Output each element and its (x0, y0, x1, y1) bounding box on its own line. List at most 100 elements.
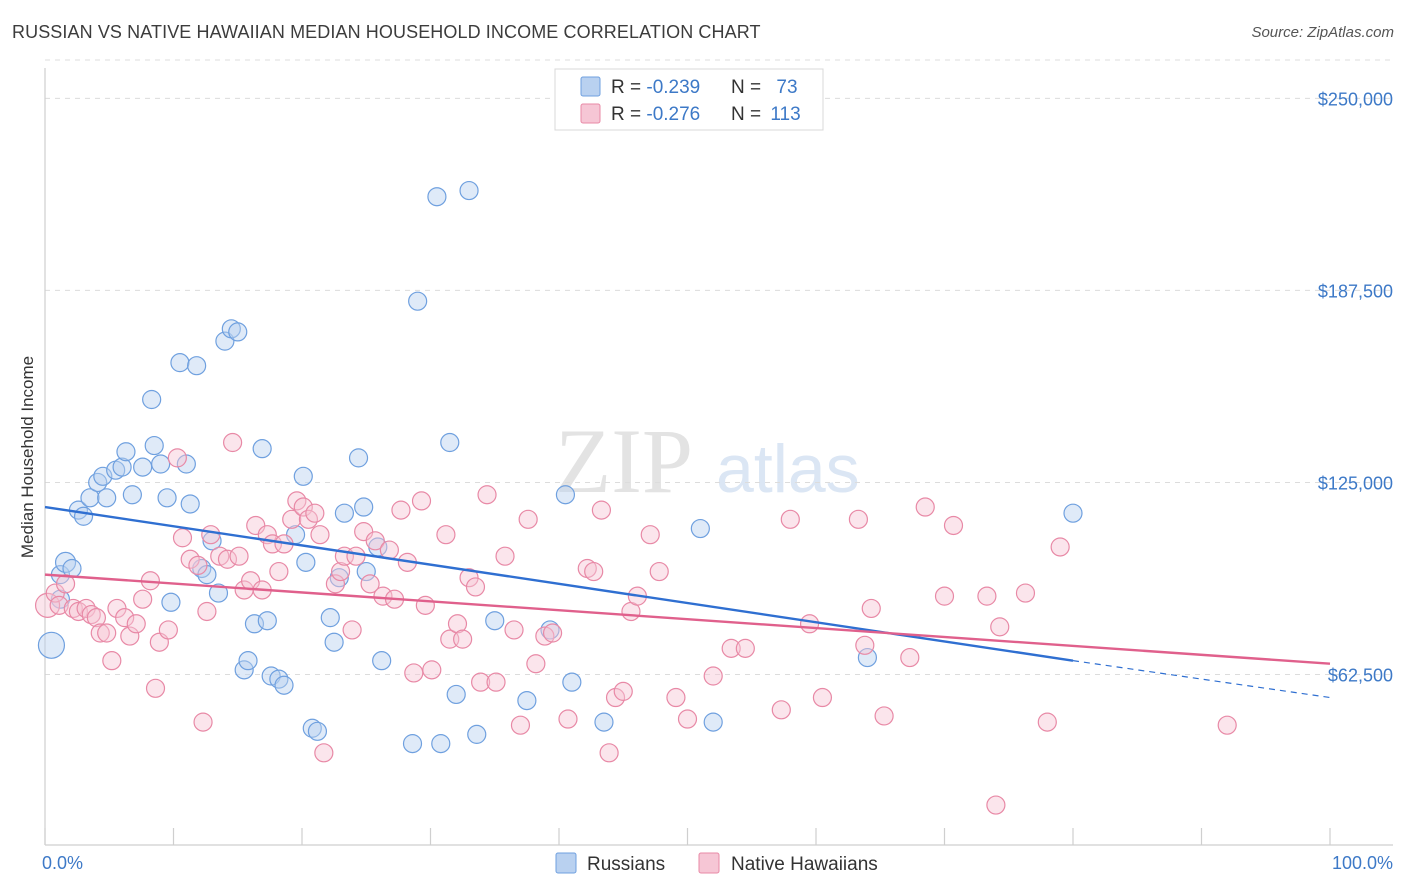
hawaiians-point-110 (1037, 712, 1057, 732)
russians-point-36 (257, 611, 277, 631)
russians-point-39 (274, 675, 294, 695)
hawaiians-point-60 (404, 663, 424, 683)
hawaiians-point-21 (167, 448, 187, 468)
russians-point-70 (857, 647, 878, 668)
hawaiians-point-89 (640, 525, 660, 545)
hawaiians-point-55 (373, 586, 393, 606)
russians-point-8 (88, 472, 108, 493)
legend-r-hawaiians: -0.276 (646, 104, 700, 125)
hawaiians-point-104 (915, 497, 935, 517)
hawaiians-point-94 (721, 638, 741, 658)
russians-point-54 (408, 291, 428, 311)
svg-text:R = -0.239: R = -0.239 (611, 77, 700, 98)
hawaiians-point-111 (1050, 537, 1070, 557)
hawaiians-point-63 (422, 660, 442, 680)
russians-point-23 (180, 494, 200, 514)
hawaiians-point-27 (201, 525, 221, 545)
russians-point-56 (402, 734, 423, 754)
hawaiians-point-58 (391, 500, 411, 520)
bottom-legend-swatch-hawaiians (698, 852, 720, 874)
russians-point-61 (467, 724, 487, 744)
legend-swatch-hawaiians (580, 103, 601, 124)
hawaiians-point-18 (145, 678, 166, 698)
y-tick-label-3: $250,000 (1318, 89, 1393, 109)
hawaiians-point-114 (780, 509, 800, 529)
legend-r-russians: -0.239 (646, 77, 700, 98)
russians-point-45 (320, 608, 340, 628)
hawaiians-point-92 (677, 709, 698, 729)
russians-point-13 (116, 442, 136, 462)
russians-point-28 (208, 583, 229, 603)
russians-point-0 (37, 631, 66, 659)
russians-point-43 (302, 718, 322, 738)
russians-point-35 (252, 439, 272, 459)
russians-point-6 (73, 506, 94, 526)
hawaiians-point-85 (605, 687, 626, 708)
y-axis-title: Median Household Income (18, 356, 37, 558)
hawaiians-point-31 (229, 546, 249, 566)
hawaiians-point-77 (526, 654, 546, 674)
russians-point-12 (112, 457, 132, 477)
hawaiians-point-70 (471, 672, 491, 692)
russians-point-41 (293, 466, 313, 486)
russians-point-18 (151, 454, 171, 474)
hawaiians-point-99 (848, 509, 869, 529)
russians-point-68 (690, 518, 710, 539)
hawaiians-point-67 (453, 629, 473, 649)
hawaiians-point-20 (158, 620, 178, 640)
hawaiians-point-78 (535, 626, 555, 646)
hawaiians-point-64 (436, 525, 456, 545)
hawaiians-point-90 (649, 561, 669, 582)
hawaiians-point-66 (447, 614, 468, 634)
hawaiians-point-2 (49, 595, 69, 615)
hawaiians-point-26 (197, 601, 217, 622)
svg-text:R = -0.276: R = -0.276 (611, 104, 700, 125)
chart-source: Source: ZipAtlas.com (1251, 24, 1394, 41)
russians-point-44 (307, 721, 328, 741)
hawaiians-point-50 (342, 620, 362, 640)
hawaiians-point-83 (591, 500, 612, 520)
bottom-legend-swatch-russians (555, 852, 577, 874)
hawaiians-point-61 (411, 491, 432, 511)
russians-point-63 (517, 690, 537, 711)
hawaiians-point-7 (81, 604, 101, 625)
hawaiians-trend-line (44, 573, 1331, 665)
hawaiians-point-103 (900, 647, 920, 668)
russians-point-57 (431, 734, 451, 754)
hawaiians-point-10 (97, 623, 117, 643)
hawaiians-point-84 (599, 743, 619, 763)
hawaiians-point-69 (465, 577, 486, 597)
zipatlas-watermark: ZIP atlas (555, 410, 860, 512)
hawaiians-point-79 (542, 623, 563, 643)
russians-point-58 (440, 432, 460, 453)
hawaiians-point-100 (855, 635, 875, 655)
russians-point-19 (157, 488, 177, 508)
hawaiians-point-23 (180, 549, 200, 569)
hawaiians-point-93 (703, 666, 723, 686)
hawaiians-point-113 (986, 795, 1006, 815)
russians-point-51 (356, 561, 376, 582)
russians-point-42 (296, 552, 316, 572)
russians-point-7 (80, 488, 100, 508)
hawaiians-point-54 (365, 531, 385, 551)
russians-point-17 (144, 435, 164, 456)
hawaiians-point-24 (188, 555, 208, 576)
hawaiians-point-16 (133, 589, 153, 609)
stats-legend: R = -0.239 N = 73 R = -0.276 N = 113 (554, 68, 824, 131)
hawaiians-point-112 (1217, 715, 1237, 735)
russians-point-65 (555, 485, 576, 505)
hawaiians-point-95 (735, 638, 755, 658)
hawaiians-point-29 (217, 549, 238, 569)
hawaiians-point-46 (314, 743, 334, 763)
bottom-legend-label-russians: Russians (587, 854, 665, 875)
hawaiians-point-102 (874, 706, 894, 726)
russians-point-59 (446, 684, 466, 705)
russians-point-15 (133, 457, 153, 477)
hawaiians-point-3 (55, 574, 76, 594)
legend-r-label-hawaiians: R = (611, 104, 646, 125)
series-legend: Russians Native Hawaiians (555, 852, 878, 875)
russians-point-69 (703, 712, 723, 732)
russians-point-14 (122, 485, 142, 505)
hawaiians-point-14 (120, 626, 140, 646)
